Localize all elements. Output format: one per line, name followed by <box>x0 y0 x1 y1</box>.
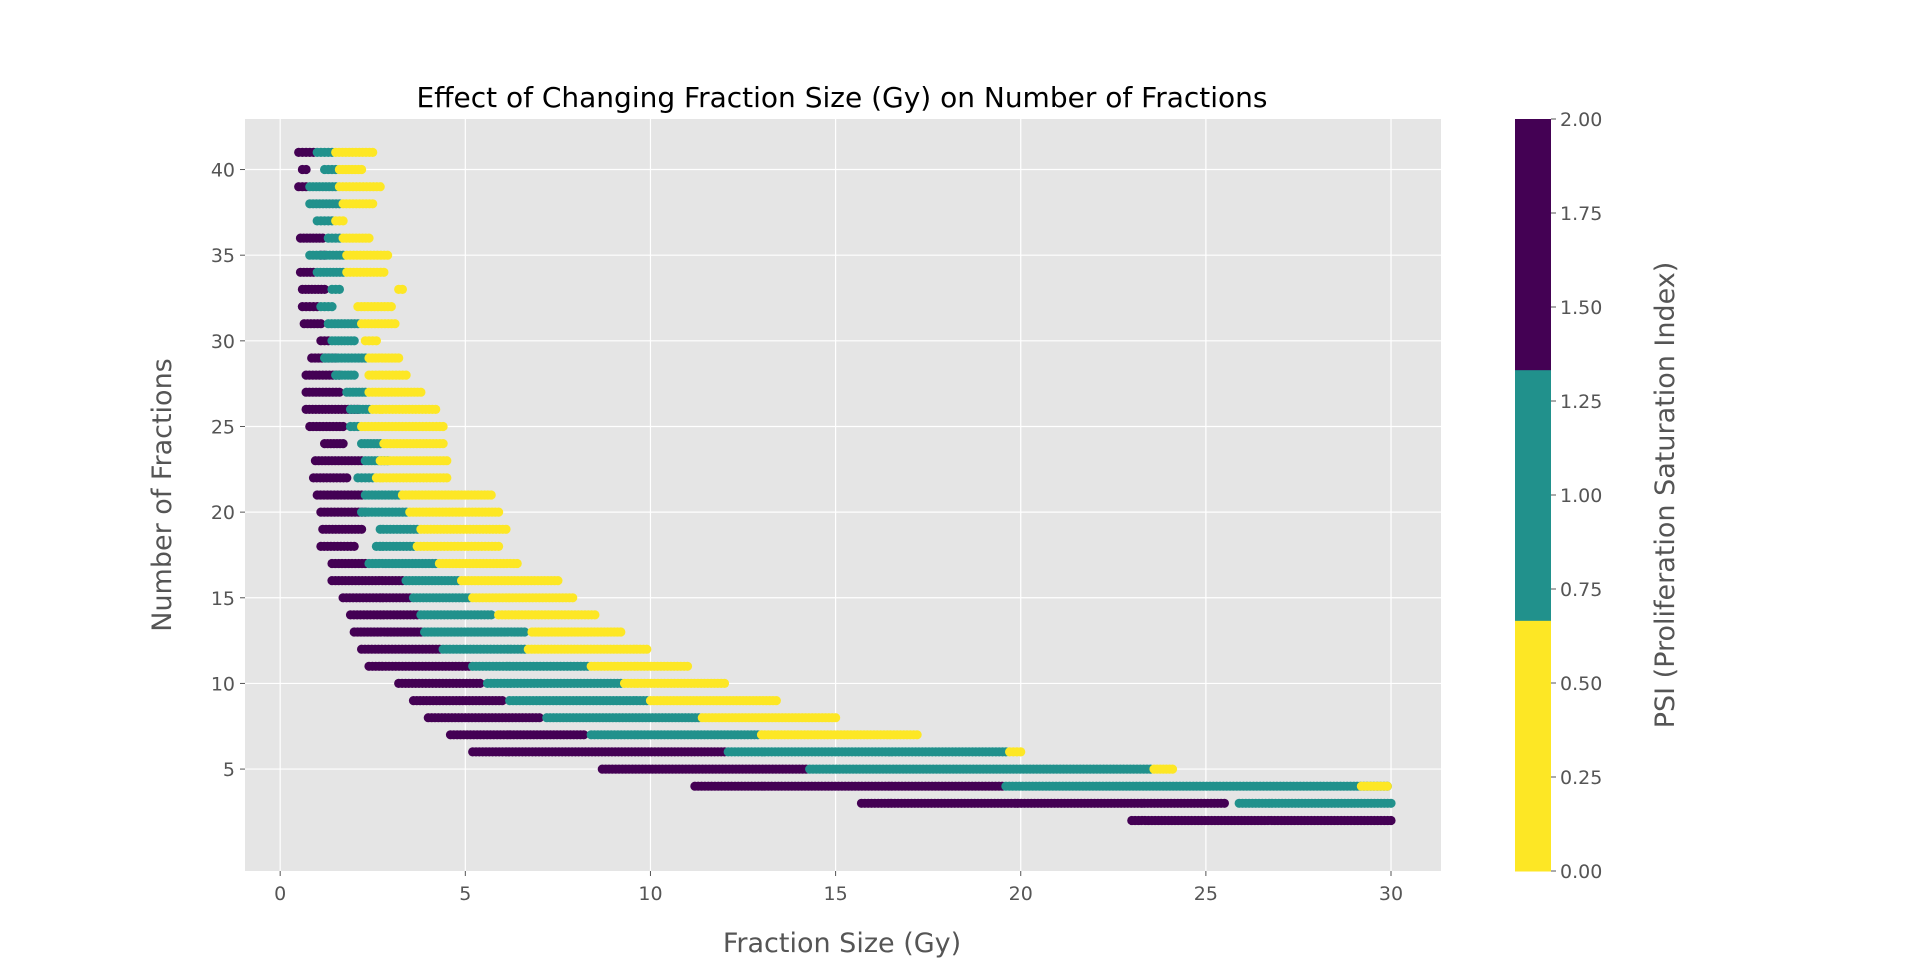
x-tick-label: 15 <box>824 883 848 905</box>
data-point-psi-high <box>475 678 485 689</box>
data-point-psi-low <box>357 164 367 175</box>
x-axis-ticks: 0 5 10 15 20 25 30 <box>274 871 1403 905</box>
data-point-psi-high <box>1386 815 1396 826</box>
data-point-psi-low <box>431 404 441 414</box>
data-point-psi-low <box>386 302 396 312</box>
data-point-psi-high <box>1219 798 1229 808</box>
data-point-psi-low <box>397 284 407 294</box>
chart-title: Effect of Changing Fraction Size (Gy) on… <box>416 81 1267 114</box>
data-point-psi-low <box>1016 747 1026 757</box>
x-tick-label: 20 <box>1009 883 1033 905</box>
x-tick-label: 25 <box>1194 883 1218 905</box>
y-tick-label: 5 <box>223 759 235 781</box>
y-tick-label: 20 <box>211 502 235 524</box>
data-point-psi-mid <box>1386 798 1396 808</box>
data-point-psi-high <box>342 473 352 483</box>
data-point-psi-low <box>719 678 730 689</box>
colorbar-band <box>1515 620 1551 872</box>
data-point-psi-low <box>494 507 504 517</box>
data-point-psi-low <box>512 558 522 569</box>
data-point-psi-low <box>642 644 652 654</box>
data-point-psi-low <box>616 627 626 637</box>
colorbar-bands <box>1515 119 1551 872</box>
data-point-psi-low <box>438 439 448 449</box>
data-point-psi-low <box>771 696 781 706</box>
data-point-psi-low <box>371 336 381 346</box>
y-tick-label: 25 <box>211 416 235 438</box>
data-point-psi-high <box>534 713 545 723</box>
data-point-psi-mid <box>520 627 530 637</box>
data-point-psi-low <box>379 267 389 277</box>
data-point-psi-low <box>442 456 452 466</box>
colorbar-band <box>1515 119 1551 371</box>
y-axis-label: Number of Fractions <box>147 358 178 632</box>
colorbar-tick-label: 0.00 <box>1560 861 1602 883</box>
data-point-psi-low <box>383 250 393 260</box>
y-tick-label: 10 <box>211 673 235 695</box>
data-point-psi-low <box>338 216 348 226</box>
data-point-psi-low <box>1167 764 1178 774</box>
data-point-psi-low <box>590 610 600 620</box>
colorbar-tick-label: 1.75 <box>1560 203 1602 225</box>
data-point-psi-mid <box>349 370 359 380</box>
data-point-psi-mid <box>334 284 344 294</box>
data-point-psi-low <box>442 473 452 483</box>
data-point-psi-high <box>338 439 348 449</box>
data-point-psi-low <box>368 199 378 209</box>
x-tick-label: 0 <box>274 883 286 905</box>
data-point-psi-high <box>497 696 507 706</box>
y-tick-label: 40 <box>211 160 235 182</box>
data-point-psi-low <box>364 233 374 243</box>
x-tick-label: 10 <box>638 883 662 905</box>
data-point-psi-high <box>349 541 359 552</box>
data-point-psi-low <box>416 387 426 397</box>
colorbar: 0.00 0.25 0.50 0.75 1.00 1.25 1.50 1.75 2.00 <box>1515 109 1602 883</box>
data-point-psi-low <box>438 421 448 432</box>
data-point-psi-mid <box>349 336 359 346</box>
data-point-psi-low <box>912 730 922 740</box>
colorbar-tick-label: 0.25 <box>1560 767 1602 789</box>
data-point-psi-high <box>338 421 348 432</box>
data-point-psi-low <box>1382 781 1392 791</box>
colorbar-ticks: 0.00 0.25 0.50 0.75 1.00 1.25 1.50 1.75 2.00 <box>1551 109 1602 883</box>
data-point-psi-low <box>394 353 404 363</box>
data-point-psi-low <box>390 319 400 329</box>
colorbar-label: PSI (Proliferation Saturation Index) <box>1650 262 1681 729</box>
colorbar-tick-label: 1.50 <box>1560 297 1602 319</box>
y-tick-label: 15 <box>211 588 235 610</box>
x-tick-label: 5 <box>459 883 471 905</box>
data-point-psi-low <box>494 541 504 552</box>
x-tick-label: 30 <box>1379 883 1403 905</box>
data-point-psi-low <box>486 490 496 500</box>
data-point-psi-mid <box>327 302 337 312</box>
data-point-psi-high <box>320 284 330 294</box>
colorbar-band <box>1515 369 1551 621</box>
data-point-psi-high <box>316 319 326 329</box>
data-point-psi-low <box>401 370 411 380</box>
data-point-psi-low <box>568 593 578 603</box>
colorbar-tick-label: 1.00 <box>1560 485 1602 507</box>
y-axis-ticks: 5 10 15 20 25 30 35 40 <box>211 160 245 781</box>
data-point-psi-high <box>579 730 589 740</box>
colorbar-tick-label: 1.25 <box>1560 391 1602 413</box>
data-point-psi-low <box>682 661 693 671</box>
data-point-psi-low <box>368 147 378 157</box>
y-tick-label: 30 <box>211 331 235 353</box>
data-points <box>294 147 1396 826</box>
data-point-psi-high <box>357 524 367 534</box>
data-point-psi-low <box>831 713 841 723</box>
colorbar-tick-label: 2.00 <box>1560 109 1602 131</box>
data-point-psi-mid <box>486 610 496 620</box>
data-point-psi-high <box>301 164 311 175</box>
data-point-psi-low <box>501 524 511 534</box>
colorbar-tick-label: 0.75 <box>1560 579 1602 601</box>
x-axis-label: Fraction Size (Gy) <box>723 928 961 959</box>
data-point-psi-high <box>334 387 344 397</box>
colorbar-tick-label: 0.50 <box>1560 673 1602 695</box>
data-point-psi-low <box>375 182 385 192</box>
data-point-psi-low <box>553 576 563 586</box>
y-tick-label: 35 <box>211 245 235 267</box>
